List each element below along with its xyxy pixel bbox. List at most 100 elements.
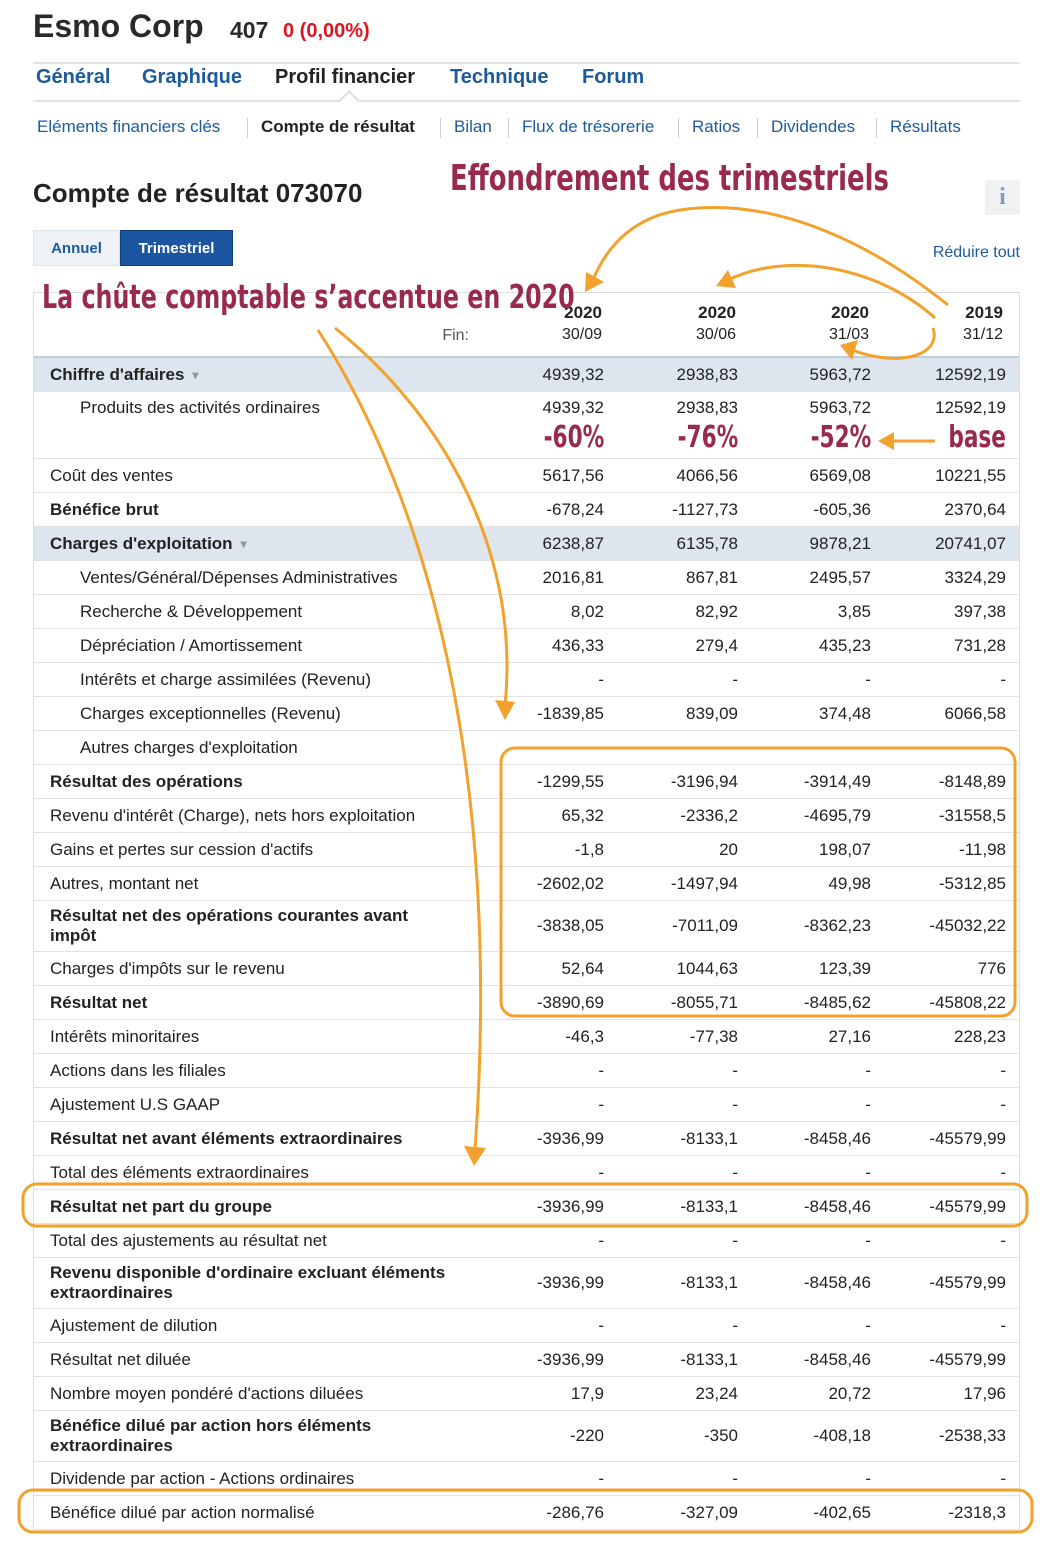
cell: - — [738, 731, 871, 764]
table-row: Résultat net diluée -3936,99 -8133,1 -8458,… — [34, 1343, 1019, 1377]
nav-tab[interactable]: Général — [36, 66, 111, 88]
cell-value: - — [865, 669, 871, 689]
label-text: Autres, montant net — [50, 873, 199, 893]
table-row: Bénéfice dilué par action normalisé -286,… — [34, 1496, 1019, 1530]
cell-value: - — [865, 1162, 871, 1182]
column-header: 2020 31/03 — [829, 303, 869, 344]
cell: 2938,83 -76% — [604, 392, 738, 458]
sub-tab[interactable]: Dividendes — [771, 117, 856, 136]
cell: 397,38 — [871, 595, 1006, 628]
expand-caret[interactable]: ▾ — [240, 536, 247, 551]
label-text: Bénéfice brut — [50, 499, 159, 519]
nav-tab[interactable]: Technique — [450, 66, 549, 88]
cell: -8458,46 — [738, 1258, 871, 1308]
cell: 17,9 — [470, 1377, 604, 1410]
cell: - — [470, 1156, 604, 1189]
cell-value: 6238,87 — [542, 533, 604, 553]
cell-value: -1,8 — [574, 839, 604, 859]
cell-value: 2370,64 — [944, 499, 1006, 519]
sub-tab[interactable]: Ratios — [692, 117, 741, 136]
nav-tab[interactable]: Graphique — [142, 66, 243, 88]
cell: - — [470, 1309, 604, 1342]
column-date: 31/12 — [962, 326, 1003, 343]
separator — [508, 118, 509, 138]
table-row: Charges d'impôts sur le revenu 52,64 1044,… — [34, 952, 1019, 986]
toggle-annual[interactable]: Annuel — [33, 230, 120, 266]
separator — [876, 118, 877, 138]
cell: - — [871, 1054, 1006, 1087]
label-text: Résultat des opérations — [50, 771, 243, 791]
row-label: Résultat net des opérations courantes av… — [34, 901, 470, 951]
cell-value: 374,48 — [819, 703, 871, 723]
column-date: 30/06 — [695, 326, 736, 343]
sub-tab[interactable]: Résultats — [890, 117, 961, 136]
cell: -2602,02 — [470, 867, 604, 900]
cell: 20 — [604, 833, 738, 866]
cell-value: - — [732, 1230, 738, 1250]
label-text: Revenu disponible d'ordinaire excluant é… — [50, 1263, 446, 1302]
cell: -45032,22 — [871, 901, 1006, 951]
cell: -1127,73 — [604, 493, 738, 526]
cell: - — [470, 663, 604, 696]
row-label: Résultat net diluée — [34, 1343, 470, 1376]
info-button[interactable]: i — [985, 180, 1020, 215]
row-label: Recherche & Développement — [34, 595, 470, 628]
cell-value: - — [1000, 1315, 1006, 1335]
cell: -8133,1 — [604, 1258, 738, 1308]
cell-value: 82,92 — [695, 601, 738, 621]
collapse-all[interactable]: Réduire tout — [932, 244, 1020, 261]
label-text: Charges exceptionnelles (Revenu) — [80, 703, 341, 723]
cell-value: -678,24 — [546, 499, 604, 519]
sub-tab[interactable]: Eléments financiers clés — [37, 117, 221, 136]
cell: -4695,79 — [738, 799, 871, 832]
cell: 12592,19 base — [871, 392, 1006, 458]
cell: 228,23 — [871, 1020, 1006, 1053]
table-row: Recherche & Développement 8,02 82,92 3,85 39… — [34, 595, 1019, 629]
annotation-subtitle: La chûte comptable s’accentue en 2020 — [42, 277, 575, 316]
sub-tab[interactable]: Bilan — [454, 117, 492, 136]
row-label: Charges exceptionnelles (Revenu) — [34, 697, 470, 730]
cell-value: 5963,72 — [809, 364, 871, 384]
label-text: Résultat net des opérations courantes av… — [50, 906, 409, 945]
cell: -678,24 — [470, 493, 604, 526]
cell: 49,98 — [738, 867, 871, 900]
label-text: Recherche & Développement — [80, 601, 303, 621]
arrow-head — [585, 272, 604, 292]
label-text: Actions dans les filiales — [50, 1060, 226, 1080]
cell-value: - — [865, 1315, 871, 1335]
cell-value: -8458,46 — [803, 1196, 871, 1216]
cell-value: 6569,08 — [809, 465, 871, 485]
expand-caret[interactable]: ▾ — [192, 367, 199, 382]
cell-value: -3196,94 — [670, 771, 738, 791]
cell: 10221,55 — [871, 459, 1006, 492]
cell: -1839,85 — [470, 697, 604, 730]
cell-value: - — [732, 1162, 738, 1182]
cell: 23,24 — [604, 1377, 738, 1410]
cell-value: -402,65 — [813, 1502, 871, 1522]
cell: - — [470, 1054, 604, 1087]
cell: - — [738, 1088, 871, 1121]
toggle-quarterly[interactable]: Trimestriel — [120, 230, 233, 266]
cell-value: -8458,46 — [803, 1273, 871, 1292]
nav-tab[interactable]: Profil financier — [275, 66, 416, 88]
sub-tab[interactable]: Compte de résultat — [261, 117, 415, 136]
cell-value: 2938,83 — [676, 364, 738, 384]
active-tab-pointer — [339, 90, 359, 110]
row-label: Intérêts minoritaires — [34, 1020, 470, 1053]
cell: - — [470, 1088, 604, 1121]
cell-value: -8148,89 — [938, 771, 1006, 791]
cell: -2318,3 — [871, 1496, 1006, 1529]
cell: 4066,56 — [604, 459, 738, 492]
cell: -45579,99 — [871, 1343, 1006, 1376]
table-row: Autres charges d'exploitation - - - - — [34, 731, 1019, 765]
sub-tab[interactable]: Flux de trésorerie — [522, 117, 655, 136]
cell-value: -8133,1 — [680, 1196, 738, 1216]
nav-tab[interactable]: Forum — [582, 66, 645, 88]
cell: 123,39 — [738, 952, 871, 985]
cell-value: -3914,49 — [803, 771, 871, 791]
row-label: Revenu disponible d'ordinaire excluant é… — [34, 1258, 470, 1308]
column-date: 30/09 — [561, 326, 602, 343]
cell-value: 27,16 — [828, 1026, 871, 1046]
